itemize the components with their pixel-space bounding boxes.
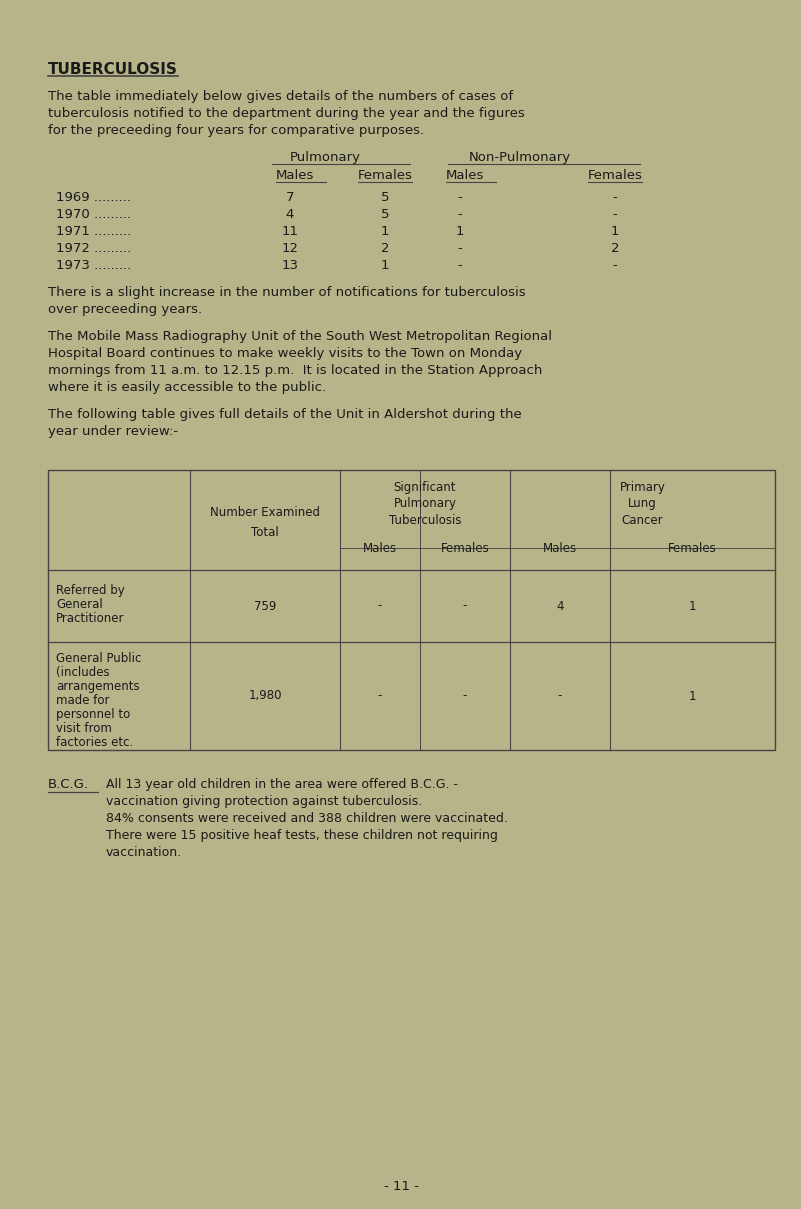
Text: Practitioner: Practitioner bbox=[56, 612, 124, 625]
Text: Pulmonary: Pulmonary bbox=[289, 151, 360, 164]
Text: vaccination.: vaccination. bbox=[106, 846, 182, 860]
Text: 1973 .........: 1973 ......... bbox=[56, 259, 131, 272]
Text: -: - bbox=[613, 191, 618, 204]
Text: Primary: Primary bbox=[619, 481, 666, 494]
Text: 5: 5 bbox=[380, 191, 389, 204]
Text: Non-Pulmonary: Non-Pulmonary bbox=[469, 151, 571, 164]
Text: Cancer: Cancer bbox=[622, 514, 663, 526]
Text: where it is easily accessible to the public.: where it is easily accessible to the pub… bbox=[48, 381, 326, 394]
Text: 12: 12 bbox=[281, 242, 299, 255]
Text: -: - bbox=[457, 259, 462, 272]
Text: tuberculosis notified to the department during the year and the figures: tuberculosis notified to the department … bbox=[48, 108, 525, 120]
Text: General: General bbox=[56, 598, 103, 611]
Text: arrangements: arrangements bbox=[56, 679, 139, 693]
Text: 84% consents were received and 388 children were vaccinated.: 84% consents were received and 388 child… bbox=[106, 812, 508, 825]
Text: - 11 -: - 11 - bbox=[384, 1180, 418, 1193]
Text: Females: Females bbox=[441, 542, 489, 555]
Text: 13: 13 bbox=[281, 259, 299, 272]
Text: 1: 1 bbox=[380, 225, 389, 238]
Text: mornings from 11 a.m. to 12.15 p.m.  It is located in the Station Approach: mornings from 11 a.m. to 12.15 p.m. It i… bbox=[48, 364, 542, 377]
Text: -: - bbox=[378, 600, 382, 613]
Text: All 13 year old children in the area were offered B.C.G. -: All 13 year old children in the area wer… bbox=[106, 779, 458, 791]
Text: factories etc.: factories etc. bbox=[56, 736, 133, 750]
Text: -: - bbox=[613, 208, 618, 221]
Text: Males: Males bbox=[543, 542, 577, 555]
Text: made for: made for bbox=[56, 694, 110, 707]
Text: 1,980: 1,980 bbox=[248, 689, 282, 702]
Text: vaccination giving protection against tuberculosis.: vaccination giving protection against tu… bbox=[106, 796, 422, 808]
Text: Referred by: Referred by bbox=[56, 584, 125, 597]
Text: 4: 4 bbox=[556, 600, 564, 613]
Text: Hospital Board continues to make weekly visits to the Town on Monday: Hospital Board continues to make weekly … bbox=[48, 347, 522, 360]
Text: -: - bbox=[457, 208, 462, 221]
Text: B.C.G.: B.C.G. bbox=[48, 779, 89, 791]
Text: 7: 7 bbox=[286, 191, 294, 204]
Bar bbox=[48, 470, 775, 750]
Text: The following table gives full details of the Unit in Aldershot during the: The following table gives full details o… bbox=[48, 407, 521, 421]
Text: -: - bbox=[457, 191, 462, 204]
Text: General Public: General Public bbox=[56, 652, 141, 665]
Text: 4: 4 bbox=[286, 208, 294, 221]
Text: 1: 1 bbox=[380, 259, 389, 272]
Text: Females: Females bbox=[668, 542, 717, 555]
Text: -: - bbox=[457, 242, 462, 255]
Text: Number Examined: Number Examined bbox=[210, 505, 320, 519]
Text: Tuberculosis: Tuberculosis bbox=[388, 514, 461, 526]
Text: 11: 11 bbox=[281, 225, 299, 238]
Text: -: - bbox=[463, 689, 467, 702]
Text: personnel to: personnel to bbox=[56, 708, 131, 721]
Text: 5: 5 bbox=[380, 208, 389, 221]
Text: The Mobile Mass Radiography Unit of the South West Metropolitan Regional: The Mobile Mass Radiography Unit of the … bbox=[48, 330, 552, 343]
Text: There is a slight increase in the number of notifications for tuberculosis: There is a slight increase in the number… bbox=[48, 287, 525, 299]
Text: 1971 .........: 1971 ......... bbox=[56, 225, 131, 238]
Text: The table immediately below gives details of the numbers of cases of: The table immediately below gives detail… bbox=[48, 89, 513, 103]
Text: -: - bbox=[557, 689, 562, 702]
Text: Males: Males bbox=[363, 542, 397, 555]
Text: over preceeding years.: over preceeding years. bbox=[48, 303, 202, 316]
Text: 1: 1 bbox=[610, 225, 619, 238]
Text: TUBERCULOSIS: TUBERCULOSIS bbox=[48, 62, 178, 77]
Text: Total: Total bbox=[252, 526, 279, 538]
Text: 1: 1 bbox=[456, 225, 465, 238]
Text: 1970 .........: 1970 ......... bbox=[56, 208, 131, 221]
Text: for the preceeding four years for comparative purposes.: for the preceeding four years for compar… bbox=[48, 125, 424, 137]
Text: 1969 .........: 1969 ......... bbox=[56, 191, 131, 204]
Text: 1972 .........: 1972 ......... bbox=[56, 242, 131, 255]
Text: Significant: Significant bbox=[394, 481, 457, 494]
Text: Males: Males bbox=[276, 169, 314, 183]
Text: 759: 759 bbox=[254, 600, 276, 613]
Text: (includes: (includes bbox=[56, 666, 110, 679]
Text: year under review:-: year under review:- bbox=[48, 426, 178, 438]
Text: -: - bbox=[378, 689, 382, 702]
Text: 1: 1 bbox=[689, 689, 696, 702]
Text: Females: Females bbox=[358, 169, 413, 183]
Text: Males: Males bbox=[446, 169, 485, 183]
Text: -: - bbox=[463, 600, 467, 613]
Text: 2: 2 bbox=[380, 242, 389, 255]
Text: 1: 1 bbox=[689, 600, 696, 613]
Text: There were 15 positive heaf tests, these children not requiring: There were 15 positive heaf tests, these… bbox=[106, 829, 498, 841]
Text: Females: Females bbox=[588, 169, 643, 183]
Text: -: - bbox=[613, 259, 618, 272]
Text: Lung: Lung bbox=[628, 497, 657, 510]
Text: visit from: visit from bbox=[56, 722, 112, 735]
Text: Pulmonary: Pulmonary bbox=[393, 497, 457, 510]
Text: 2: 2 bbox=[610, 242, 619, 255]
